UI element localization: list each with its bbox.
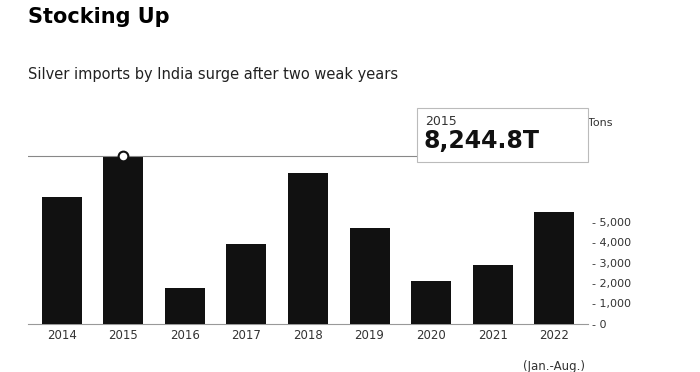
Bar (227, 244, 267, 324)
Text: 9,000: 9,000 (555, 118, 587, 128)
Bar (104, 156, 144, 324)
Text: 2015: 2015 (425, 115, 456, 128)
Bar (534, 212, 574, 324)
Text: (Jan.-Aug.): (Jan.-Aug.) (523, 360, 585, 372)
Text: 8,244.8T: 8,244.8T (424, 129, 540, 154)
Bar (165, 288, 205, 324)
Bar (349, 228, 389, 324)
Bar (473, 264, 512, 324)
Text: Silver imports by India surge after two weak years: Silver imports by India surge after two … (28, 67, 398, 82)
Bar (42, 198, 82, 324)
Text: Tons: Tons (588, 118, 612, 128)
Bar (288, 173, 328, 324)
Text: Stocking Up: Stocking Up (28, 7, 169, 28)
Bar (411, 281, 451, 324)
